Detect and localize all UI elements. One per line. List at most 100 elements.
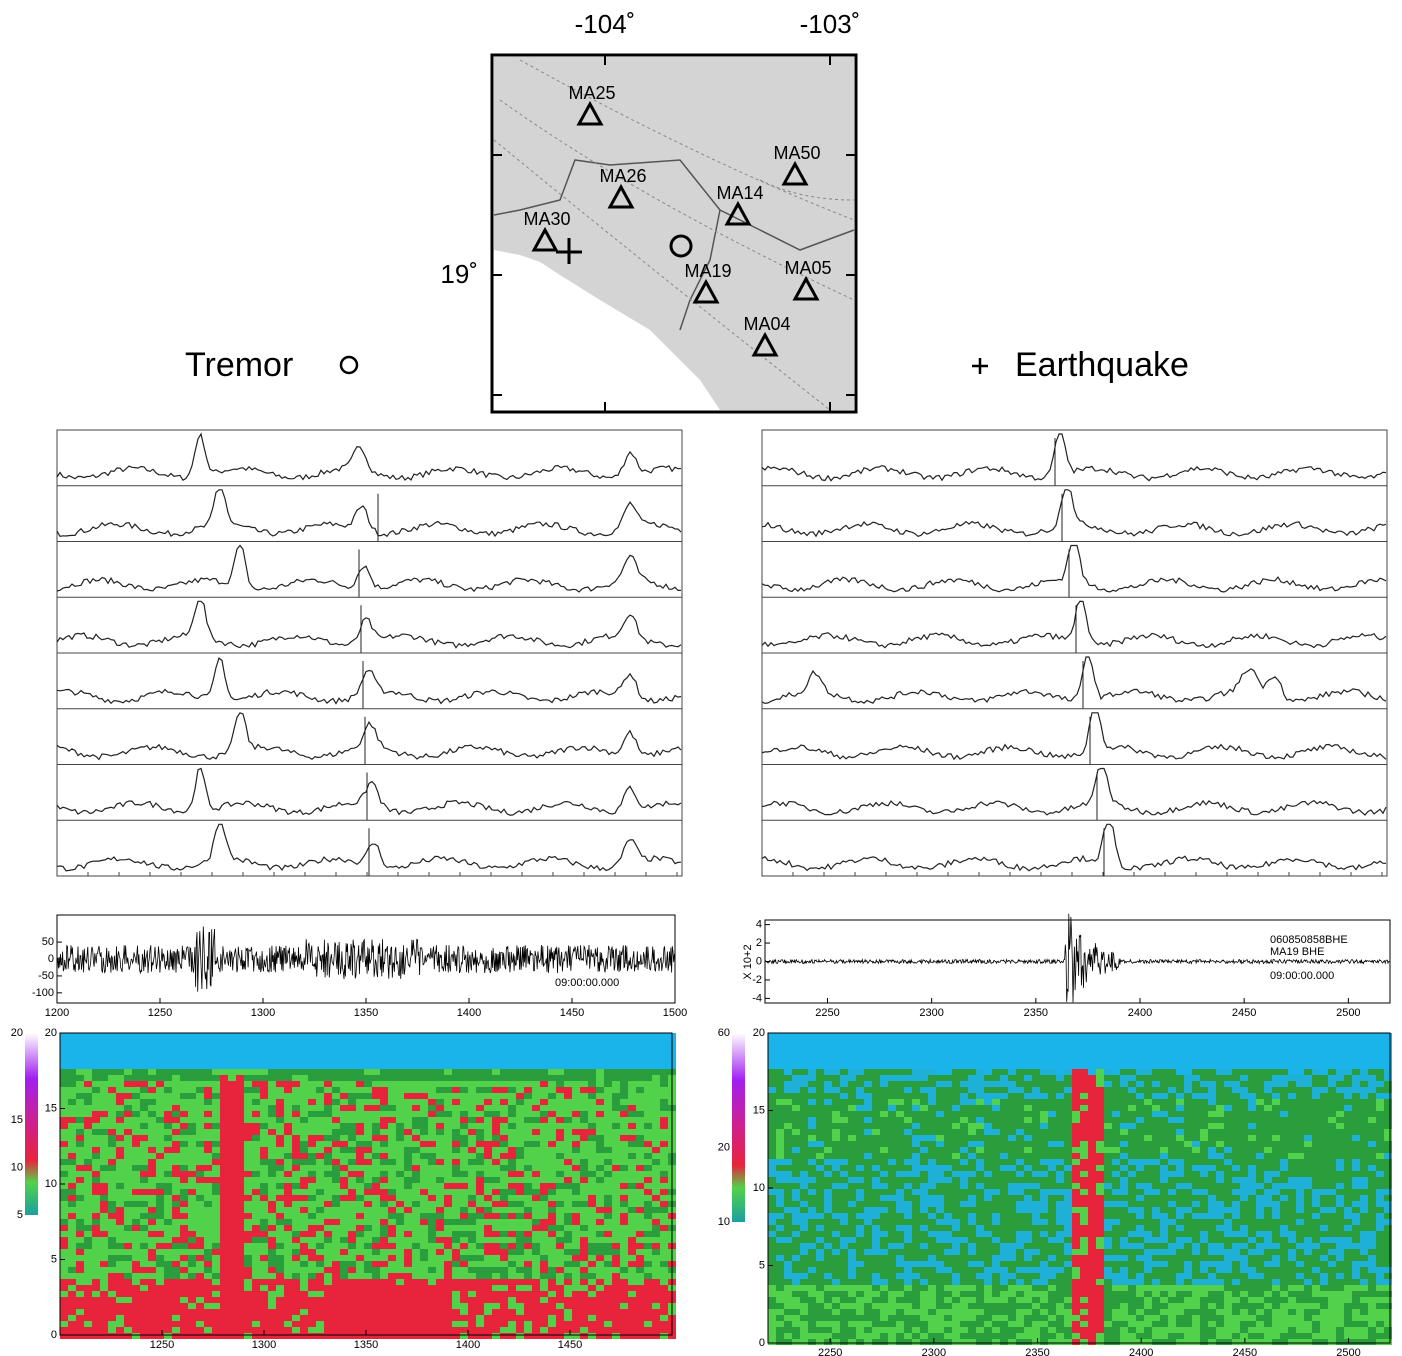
spectrogram-cell [308,1171,316,1177]
spectrogram-cell [276,1327,284,1333]
spectrogram-cell [612,1195,620,1201]
spectrogram-cell [468,1069,476,1075]
spectrogram-cell [156,1111,164,1117]
spectrogram-cell [284,1063,292,1069]
spectrogram-cell [172,1309,180,1315]
spectrogram-cell [548,1111,556,1117]
spectrogram-cell [944,1087,952,1093]
spectrogram-cell [1040,1039,1048,1045]
spectrogram-cell [556,1231,564,1237]
spectrogram-cell [356,1051,364,1057]
spectrogram-cell [116,1327,124,1333]
spectrogram-cell [348,1141,356,1147]
spectrogram-cell [388,1291,396,1297]
spectrogram-cell [628,1045,636,1051]
spectrogram-cell [864,1075,872,1081]
spectrogram-cell [572,1123,580,1129]
spectrogram-cell [516,1147,524,1153]
spectrogram-cell [316,1069,324,1075]
spectrogram-cell [268,1159,276,1165]
spectrogram-cell [784,1033,792,1039]
spectrogram-cell [244,1051,252,1057]
spectrogram-cell [1160,1075,1168,1081]
spectrogram-cell [976,1069,984,1075]
spectrogram-cell [1240,1033,1248,1039]
spectrogram-cell [196,1195,204,1201]
spectrogram-cell [516,1177,524,1183]
spectrogram-cell [396,1033,404,1039]
spectrogram-cell [364,1297,372,1303]
spectrogram-cell [324,1183,332,1189]
spectrogram-cell [880,1045,888,1051]
spectrogram-cell [252,1093,260,1099]
spectrogram-cell [436,1051,444,1057]
spectrogram-cell [532,1189,540,1195]
spectrogram-cell [468,1099,476,1105]
spectrogram-cell [588,1147,596,1153]
spectrogram-cell [620,1123,628,1129]
spectrogram-cell [524,1219,532,1225]
spectrogram-cell [220,1153,228,1159]
spectrogram-cell [1136,1093,1144,1099]
spectrogram-cell [268,1045,276,1051]
spectrogram-cell [124,1099,132,1105]
spectrogram-cell [784,1057,792,1063]
spectrogram-cell [444,1207,452,1213]
spectrogram-cell [420,1303,428,1309]
spectrogram-cell [620,1321,628,1327]
spectrogram-cell [204,1285,212,1291]
spectrogram-cell [1160,1033,1168,1039]
spectrogram-cell [952,1093,960,1099]
spectrogram-cell [612,1249,620,1255]
spectrogram-cell [260,1255,268,1261]
spectrogram-cell [292,1297,300,1303]
spectrogram-cell [268,1051,276,1057]
spectrogram-cell [404,1171,412,1177]
spectrogram-cell [1232,1087,1240,1093]
spectrogram-cell [316,1033,324,1039]
spectrogram-cell [132,1057,140,1063]
spectrogram-cell [404,1129,412,1135]
spectrogram-cell [1032,1063,1040,1069]
spectrogram-cell [132,1213,140,1219]
spectrogram-cell [348,1177,356,1183]
spectrogram-cell [564,1105,572,1111]
spectrogram-cell [108,1087,116,1093]
spectrogram-cell [628,1189,636,1195]
spectrogram-cell [1320,1069,1328,1075]
spectrogram-cell [332,1075,340,1081]
spectrogram-cell [508,1267,516,1273]
spectrogram-cell [252,1273,260,1279]
spectrogram-cell [1248,1081,1256,1087]
spectrogram-cell [252,1231,260,1237]
spectrogram-cell [412,1165,420,1171]
spectrogram-cell [348,1207,356,1213]
spectrogram-cell [612,1201,620,1207]
spectrogram-cell [404,1057,412,1063]
spectrogram-cell [508,1039,516,1045]
spectrogram-cell [556,1267,564,1273]
spectrogram-cell [596,1183,604,1189]
spectrogram-cell [156,1147,164,1153]
spectrogram-cell [180,1219,188,1225]
spectrogram-cell [396,1171,404,1177]
spectrogram-cell [492,1213,500,1219]
spectrogram-cell [484,1039,492,1045]
spectrogram-cell [308,1291,316,1297]
spectrogram-cell [596,1195,604,1201]
spectrogram-cell [792,1087,800,1093]
spectrogram-cell [196,1165,204,1171]
spectrogram-cell [324,1045,332,1051]
spectrogram-cell [1136,1069,1144,1075]
spectrogram-cell [832,1045,840,1051]
spectrogram-cell [188,1045,196,1051]
spectrogram-cell [644,1327,652,1333]
spectrogram-cell [1080,1063,1088,1069]
spectrogram-cell [276,1045,284,1051]
spectrogram-cell [284,1231,292,1237]
spectrogram-cell [420,1261,428,1267]
spectrogram-cell [236,1033,244,1039]
spectrogram-cell [660,1135,668,1141]
spectrogram-cell [628,1321,636,1327]
spectrogram-cell [236,1159,244,1165]
